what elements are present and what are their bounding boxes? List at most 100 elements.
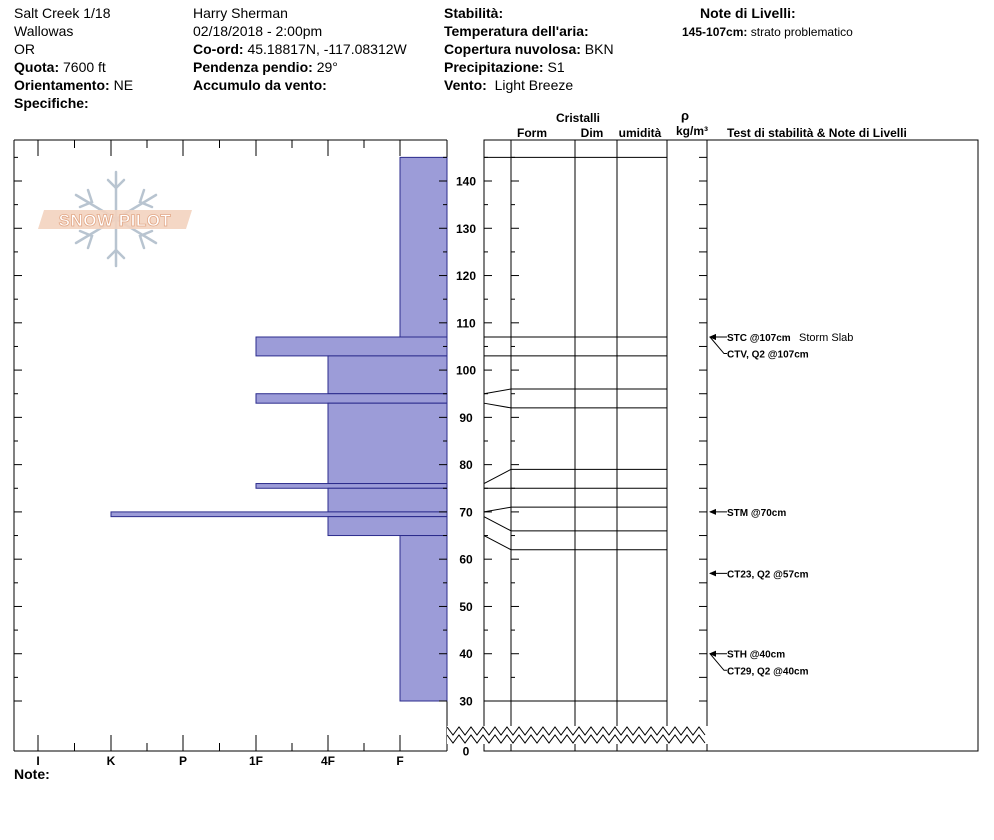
stability-row: Stabilità: [444,4,614,22]
hardness-bar [255,483,448,489]
hardness-tick-label: K [107,754,116,768]
depth-tick-label: 120 [456,269,476,283]
hardness-bar [327,355,448,395]
hardness-tick-label: F [396,754,403,768]
elevation-row: Quota: 7600 ft [14,58,133,76]
precip-value: S1 [547,59,565,75]
layer-notes-header: Note di Livelli: [700,4,796,22]
header-dim: Dim [581,126,604,140]
depth-tick-label: 80 [459,458,473,472]
header-tests: Test di stabilità & Note di Livelli [727,126,907,140]
slope-row: Pendenza pendio: 29° [193,58,407,76]
hardness-bars [110,156,448,702]
test-arrow [709,650,716,657]
coord-value: 45.18817N, -117.08312W [247,41,407,57]
depth-tick-label: 90 [459,411,473,425]
footer-note: Note: [14,765,50,783]
depth-tick-label: 30 [459,695,473,709]
air-temp-label: Temperatura dell'aria: [444,23,589,39]
layer-boundary-line [483,468,667,484]
air-temp-row: Temperatura dell'aria: [444,22,614,40]
layer-note-depth: 145-107cm: [682,25,748,39]
site-range: Wallowas [14,23,74,39]
test-arrow [709,570,716,577]
hardness-tick-label: 4F [321,754,335,768]
hardness-bar [255,336,448,357]
axis-break [446,726,708,744]
layer-boundary-line [483,516,667,532]
depth-tick-label: 40 [459,647,473,661]
depth-tick-label: 130 [456,222,476,236]
wind-load-row: Accumulo da vento: [193,76,407,94]
coord-row: Co-ord: 45.18817N, -117.08312W [193,40,407,58]
test-note: Storm Slab [799,332,853,344]
slope-value: 29° [316,59,338,75]
snowpilot-logo: SNOW PILOT [38,170,192,268]
precip-label: Precipitazione: [444,59,544,75]
weather-info: Stabilità: Temperatura dell'aria: Copert… [444,4,614,94]
test-leader-line [709,653,727,671]
axis-break-mask [447,726,708,736]
slope-label: Pendenza pendio: [193,59,313,75]
test-label: CTV, Q2 @107cm [727,350,809,361]
axis-break-mask [447,734,708,744]
logo-text: SNOW PILOT [59,211,172,230]
depth-tick-label: 0 [463,745,470,759]
observation-datetime: 02/18/2018 - 2:00pm [193,23,323,39]
cloud-label: Copertura nuvolosa: [444,41,581,57]
depth-tick-label: 70 [459,505,473,519]
layer-boundaries [483,156,667,702]
hardness-bar [327,487,448,513]
hardness-axis: I K P 1F 4F F [36,140,404,768]
layer-note-text: strato problematico [750,25,853,39]
test-label: CT23, Q2 @57cm [727,569,809,580]
aspect-row: Orientamento: NE [14,76,133,94]
stability-label: Stabilità: [444,5,504,21]
test-arrow [709,334,716,340]
cloud-value: BKN [584,41,614,57]
coord-label: Co-ord: [193,41,244,57]
hardness-bar [327,516,448,537]
layer-boundary-line [483,402,667,409]
test-label: STH @40cm [727,650,785,661]
specifics-row: Specifiche: [14,94,133,112]
aspect-value: NE [113,77,134,93]
test-arrow [709,508,716,515]
specifics-label: Specifiche: [14,95,89,111]
depth-tick-label: 100 [456,364,476,378]
layers-table [483,139,979,752]
header-density-unit: kg/m³ [676,124,708,138]
stability-tests: STC @107cm Storm Slab CTV, Q2 @107cm STM @7… [709,332,853,677]
hardness-bar [399,156,448,338]
layer-note: 145-107cm: strato problematico [682,23,853,41]
depth-axis: 0 30 40 50 60 70 80 90 100 110 120 130 140 [14,156,707,759]
aspect-label: Orientamento: [14,77,110,93]
depth-tick-label: 110 [456,316,476,330]
hardness-tick-label: P [179,754,187,768]
test-leader-line [709,336,727,355]
header-cristalli: Cristalli [556,111,600,125]
hardness-bar [255,393,448,404]
hardness-bar [327,402,448,485]
depth-tick-label: 140 [456,175,476,189]
axis-break-line [446,734,706,744]
wind-row: Vento: Light Breeze [444,76,614,94]
layer-boundary-line [483,506,667,513]
layer-notes-title: Note di Livelli: [700,5,796,21]
wind-label: Vento: [444,77,487,93]
header-umidita: umidità [619,126,662,140]
observer-info: Harry Sherman 02/18/2018 - 2:00pm Co-ord… [193,4,407,94]
precip-row: Precipitazione: S1 [444,58,614,76]
elevation-label: Quota: [14,59,60,75]
hardness-tick-label: 1F [249,754,263,768]
header-rho: ρ [681,108,689,123]
wind-load-label: Accumulo da vento: [193,77,327,93]
layer-boundary-line [483,388,667,395]
site-name: Salt Creek 1/18 [14,5,111,21]
header-form: Form [517,126,547,140]
site-state: OR [14,41,35,57]
logo-banner [38,210,192,229]
hardness-bar [399,535,448,702]
axis-break-line [446,726,706,736]
